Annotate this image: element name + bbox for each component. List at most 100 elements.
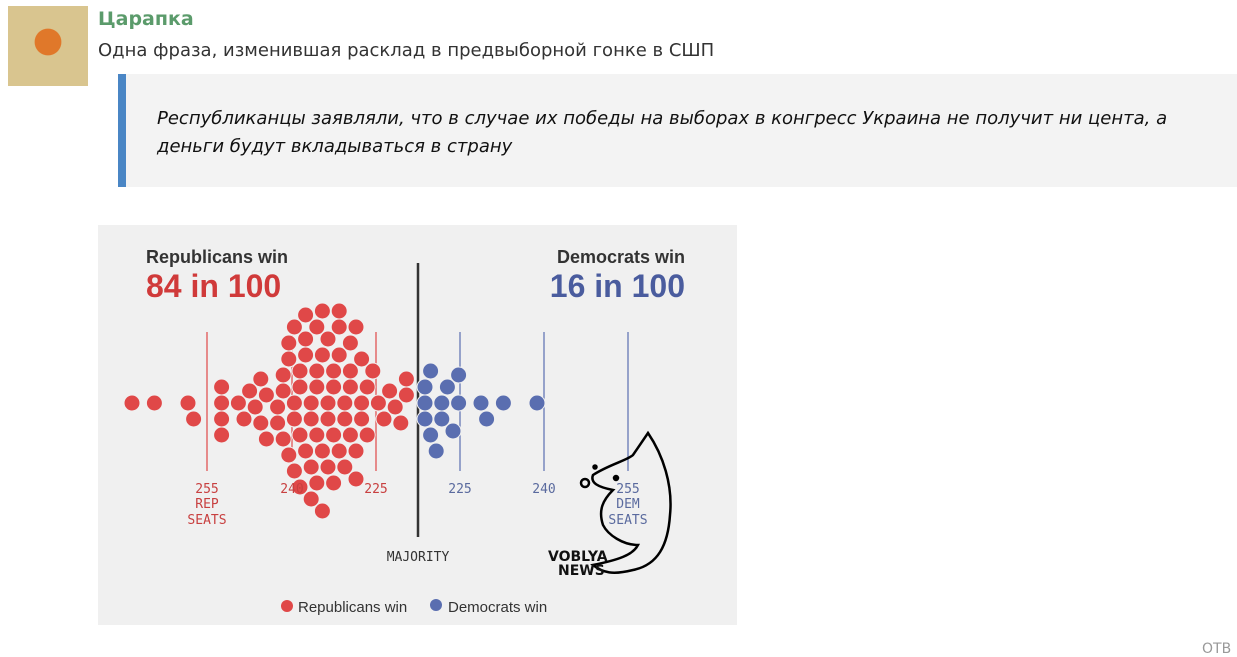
dem-outcome-dot — [422, 426, 440, 444]
rep-outcome-dot — [285, 318, 303, 336]
rep-outcome-dot — [308, 474, 326, 492]
rep-outcome-dot — [241, 382, 259, 400]
rep-outcome-dot — [252, 414, 270, 432]
legend-rep-marker — [281, 600, 293, 612]
rep-outcome-dot — [213, 426, 231, 444]
rep-outcome-dot — [280, 446, 298, 464]
dem-outcome-dot — [478, 410, 496, 428]
rep-outcome-dot — [369, 394, 387, 412]
rep-outcome-dot — [386, 398, 404, 416]
rep-outcome-dot — [347, 318, 365, 336]
rep-outcome-dot — [308, 378, 326, 396]
rep-outcome-dot — [381, 382, 399, 400]
rep-outcome-dot — [397, 386, 415, 404]
rep-outcome-dot — [145, 394, 163, 412]
legend-rep-label: Republicans win — [298, 599, 407, 616]
dem-outcome-dot — [416, 378, 434, 396]
rep-outcome-dot — [280, 350, 298, 368]
dem-outcome-dot — [416, 410, 434, 428]
rep-outcome-dot — [336, 394, 354, 412]
rep-outcome-dot — [274, 366, 292, 384]
rep-outcome-dot — [341, 334, 359, 352]
rep-outcome-dot — [353, 410, 371, 428]
rep-outcome-dot — [330, 318, 348, 336]
rep-outcome-dot — [274, 430, 292, 448]
dem-tick-label: 225 — [448, 482, 471, 497]
quote-text: Республиканцы заявляли, что в случае их … — [157, 108, 1168, 157]
dem-unit-label: DEM — [616, 497, 640, 512]
rep-outcome-dot — [257, 386, 275, 404]
rep-outcome-dot — [353, 394, 371, 412]
rep-outcome-dot — [185, 410, 203, 428]
rep-outcome-dot — [313, 346, 331, 364]
rep-outcome-dot — [179, 394, 197, 412]
rep-outcome-dot — [341, 426, 359, 444]
rep-outcome-dot — [358, 426, 376, 444]
rep-outcome-dot — [325, 378, 343, 396]
author-name[interactable]: Царапка — [98, 8, 194, 30]
reply-link[interactable]: ОТВ — [1202, 641, 1232, 657]
rep-outcome-dot — [319, 458, 337, 476]
rep-outcome-dot — [358, 378, 376, 396]
watermark-logo: VOBLYA — [548, 549, 608, 565]
dem-unit-label: SEATS — [608, 513, 647, 528]
rep-outcome-dot — [285, 410, 303, 428]
rep-odds: 84 in 100 — [146, 268, 281, 304]
rep-outcome-dot — [291, 362, 309, 380]
rep-outcome-dot — [347, 470, 365, 488]
dem-outcome-dot — [438, 378, 456, 396]
dem-outcome-dot — [433, 394, 451, 412]
rep-outcome-dot — [291, 426, 309, 444]
majority-label: MAJORITY — [387, 550, 450, 565]
rep-title: Republicans win — [146, 247, 288, 267]
rep-outcome-dot — [213, 378, 231, 396]
rep-outcome-dot — [213, 394, 231, 412]
rep-outcome-dot — [397, 370, 415, 388]
rep-outcome-dot — [325, 362, 343, 380]
rep-outcome-dot — [308, 362, 326, 380]
rep-outcome-dot — [274, 382, 292, 400]
rep-outcome-dot — [257, 430, 275, 448]
dem-tick-label: 255 — [616, 482, 639, 497]
rep-outcome-dot — [336, 410, 354, 428]
rep-outcome-dot — [325, 426, 343, 444]
rep-outcome-dot — [252, 370, 270, 388]
rep-outcome-dot — [364, 362, 382, 380]
author-avatar[interactable] — [8, 6, 88, 86]
quote-block: Республиканцы заявляли, что в случае их … — [118, 74, 1237, 187]
rep-outcome-dot — [325, 474, 343, 492]
dem-outcome-dot — [433, 410, 451, 428]
rep-unit-label: REP — [195, 497, 219, 512]
rep-outcome-dot — [313, 502, 331, 520]
dem-outcome-dot — [472, 394, 490, 412]
rep-outcome-dot — [392, 414, 410, 432]
rep-outcome-dot — [330, 442, 348, 460]
dem-outcome-dot — [422, 362, 440, 380]
rep-outcome-dot — [313, 442, 331, 460]
forecast-image: Republicans win 84 in 100 Democrats win … — [98, 225, 737, 625]
rep-tick-label: 255 — [195, 482, 218, 497]
dem-outcome-dot — [427, 442, 445, 460]
dem-outcome-dot — [416, 394, 434, 412]
rep-tick-label: 225 — [364, 482, 387, 497]
rep-outcome-dot — [285, 462, 303, 480]
rep-outcome-dot — [319, 394, 337, 412]
rep-outcome-dot — [297, 330, 315, 348]
rep-outcome-dot — [308, 426, 326, 444]
rep-outcome-dot — [341, 378, 359, 396]
rep-outcome-dot — [123, 394, 141, 412]
rep-unit-label: SEATS — [187, 513, 226, 528]
dem-tick-label: 240 — [532, 482, 555, 497]
post-subtitle: Одна фраза, изменившая расклад в предвыб… — [98, 40, 715, 61]
rep-outcome-dot — [229, 394, 247, 412]
rep-outcome-dot — [347, 442, 365, 460]
rep-outcome-dot — [302, 458, 320, 476]
dem-outcome-dot — [528, 394, 546, 412]
rep-outcome-dot — [291, 378, 309, 396]
dem-outcome-dot — [444, 422, 462, 440]
rep-outcome-dot — [297, 442, 315, 460]
rep-outcome-dot — [269, 398, 287, 416]
rep-outcome-dot — [330, 302, 348, 320]
rep-outcome-dot — [291, 478, 309, 496]
svg-text:NEWS: NEWS — [558, 563, 605, 579]
